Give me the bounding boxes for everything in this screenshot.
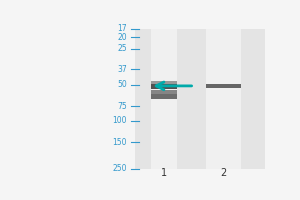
Text: 250: 250 bbox=[112, 164, 127, 173]
Bar bbox=[152, 93, 177, 99]
Bar bbox=[152, 84, 177, 89]
Text: 100: 100 bbox=[112, 116, 127, 125]
Bar bbox=[135, 29, 266, 169]
Text: 75: 75 bbox=[117, 102, 127, 111]
Text: 150: 150 bbox=[112, 138, 127, 147]
Bar bbox=[206, 29, 241, 169]
Bar bbox=[206, 84, 241, 88]
Text: 50: 50 bbox=[117, 80, 127, 89]
Text: 37: 37 bbox=[117, 65, 127, 74]
Bar bbox=[152, 29, 177, 169]
Bar bbox=[152, 90, 177, 94]
Text: 20: 20 bbox=[117, 33, 127, 42]
Text: 2: 2 bbox=[220, 168, 226, 178]
Text: 1: 1 bbox=[161, 168, 167, 178]
Bar bbox=[152, 81, 177, 84]
Text: 25: 25 bbox=[117, 44, 127, 53]
Text: 17: 17 bbox=[117, 24, 127, 33]
